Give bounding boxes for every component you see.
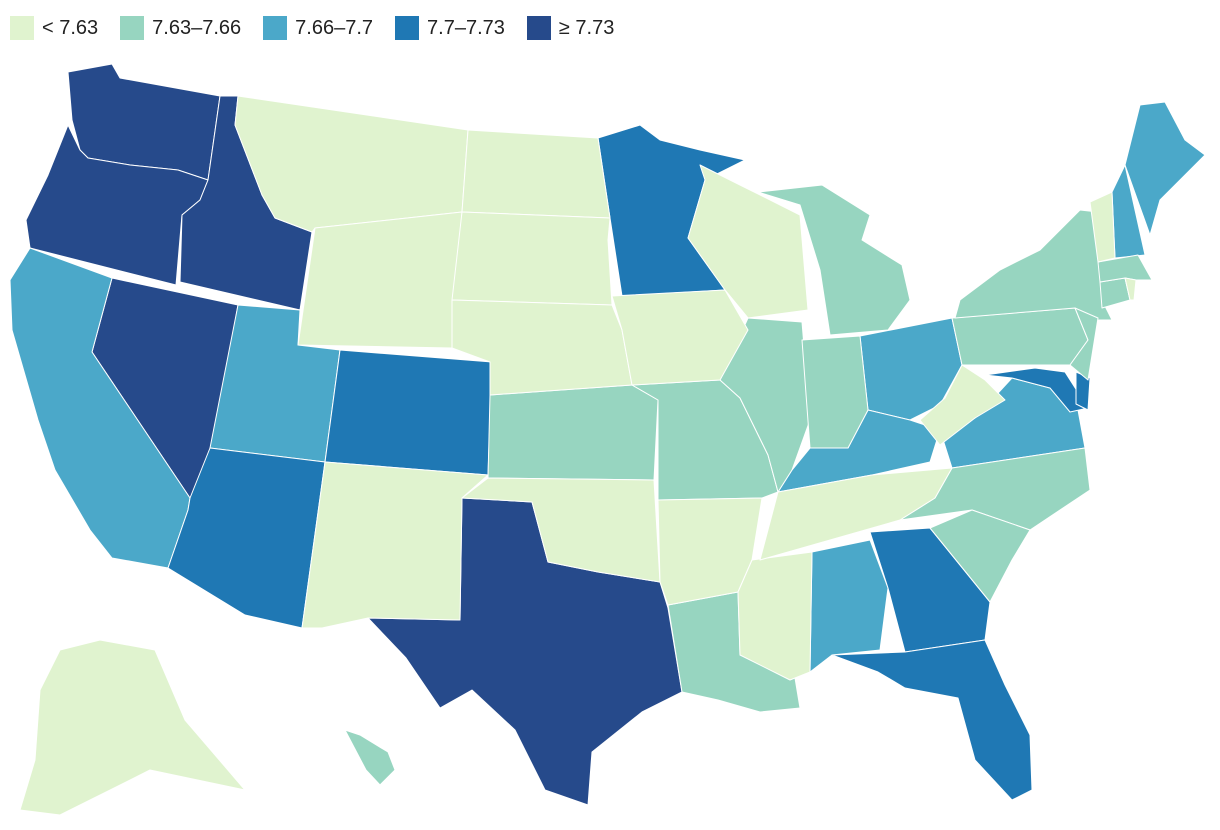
state-ct[interactable] xyxy=(1099,277,1131,309)
legend-item: < 7.63 xyxy=(10,16,98,40)
legend-swatch xyxy=(10,16,34,40)
state-wi[interactable] xyxy=(687,164,809,319)
legend-label: < 7.63 xyxy=(42,16,99,39)
state-ne[interactable] xyxy=(451,299,633,396)
legend: < 7.63 7.63–7.66 7.66–7.7 7.7–7.73 ≥ 7.73 xyxy=(10,12,636,44)
state-tn[interactable] xyxy=(759,467,953,561)
state-ri[interactable] xyxy=(1124,277,1137,301)
legend-swatch xyxy=(395,16,420,40)
state-fl[interactable] xyxy=(831,639,1033,801)
legend-label: 7.63–7.66 xyxy=(152,16,242,39)
state-ak[interactable] xyxy=(19,639,246,816)
legend-item: 7.7–7.73 xyxy=(395,16,505,40)
state-co[interactable] xyxy=(324,349,493,476)
legend-swatch xyxy=(263,16,288,40)
state-md[interactable] xyxy=(984,367,1089,413)
legend-item: 7.66–7.7 xyxy=(263,16,373,40)
state-nj[interactable] xyxy=(1069,307,1099,381)
legend-swatch xyxy=(120,16,145,40)
state-in[interactable] xyxy=(801,335,869,449)
state-al[interactable] xyxy=(809,539,889,673)
legend-label: ≥ 7.73 xyxy=(558,16,615,39)
state-hi[interactable] xyxy=(344,729,396,786)
state-nd[interactable] xyxy=(461,129,611,219)
legend-label: 7.66–7.7 xyxy=(295,16,374,39)
state-ca[interactable] xyxy=(9,247,191,569)
state-sc[interactable] xyxy=(929,509,1031,603)
legend-label: 7.7–7.73 xyxy=(427,16,505,39)
legend-item: 7.63–7.66 xyxy=(120,16,241,40)
legend-item: ≥ 7.73 xyxy=(526,16,615,40)
state-ny[interactable] xyxy=(954,209,1113,321)
state-mi[interactable] xyxy=(757,184,911,336)
state-wy[interactable] xyxy=(297,211,463,349)
state-wv[interactable] xyxy=(919,364,1006,446)
state-vt[interactable] xyxy=(1089,191,1116,263)
legend-swatch xyxy=(526,16,551,40)
state-ms[interactable] xyxy=(737,551,813,681)
state-nm[interactable] xyxy=(301,461,489,629)
state-ok[interactable] xyxy=(461,477,661,583)
state-me[interactable] xyxy=(1124,101,1206,236)
state-sd[interactable] xyxy=(451,211,613,306)
state-ks[interactable] xyxy=(487,384,659,481)
